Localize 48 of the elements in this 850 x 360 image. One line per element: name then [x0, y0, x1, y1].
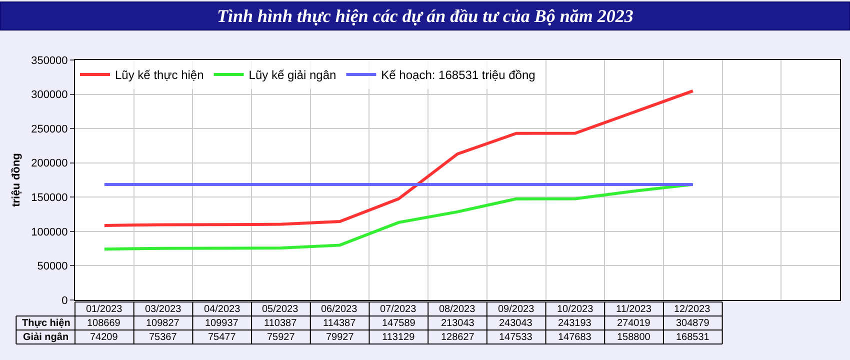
data-label: 147533 [499, 332, 533, 343]
x-tick-label: 07/2023 [380, 304, 417, 315]
data-label: 114387 [323, 318, 356, 329]
y-tick-label: 250000 [31, 123, 68, 136]
y-tick-label: 0 [62, 294, 68, 307]
data-label: 147683 [558, 332, 592, 343]
data-label: 168531 [676, 332, 710, 343]
y-tick-label: 350000 [31, 54, 68, 67]
y-axis-title: triệu đồng [10, 153, 23, 207]
x-tick-label: 09/2023 [498, 304, 535, 315]
x-tick-label: 03/2023 [145, 304, 182, 315]
data-label: 75367 [149, 332, 178, 343]
data-label: 75927 [267, 332, 296, 343]
data-label: 110387 [264, 318, 298, 329]
y-tick-label: 200000 [31, 158, 68, 170]
x-tick-label: 11/2023 [616, 304, 652, 315]
x-tick-label: 06/2023 [321, 304, 358, 315]
legend-label: Lũy kế giải ngân [248, 68, 336, 82]
x-tick-label: 12/2023 [674, 304, 711, 315]
data-label: 147589 [382, 318, 416, 329]
data-label: 243193 [558, 318, 592, 329]
legend-label: Kế hoạch: 168531 triệu đồng [381, 68, 536, 82]
x-tick-label: 04/2023 [204, 304, 241, 315]
data-label: 79927 [326, 332, 354, 343]
data-label: 128627 [441, 332, 475, 343]
text: Giải ngân [23, 332, 69, 343]
data-label: 243043 [499, 318, 533, 329]
data-label: 213043 [441, 318, 475, 329]
y-tick-label: 50000 [37, 260, 68, 273]
data-label: 274019 [617, 318, 651, 329]
x-tick-label: 05/2023 [262, 304, 299, 315]
data-label: 158800 [617, 332, 651, 343]
x-tick-label: 10/2023 [557, 304, 594, 315]
data-label: 304879 [676, 318, 710, 329]
y-tick-label: 100000 [31, 226, 68, 238]
x-tick-label: 01/2023 [86, 304, 123, 315]
data-label: 108669 [87, 318, 121, 329]
y-tick-label: 300000 [31, 89, 68, 102]
text: Thực hiện [22, 318, 70, 329]
data-label: 75477 [208, 332, 236, 343]
chart-title: Tình hình thực hiện các dự án đầu tư của Bộ năm 2023 [217, 6, 634, 26]
legend-label: Lũy kế thực hiện [115, 68, 204, 82]
data-label: 109937 [205, 318, 239, 329]
y-tick-label: 150000 [31, 192, 68, 204]
data-label: 109827 [146, 318, 180, 329]
data-label: 113129 [382, 332, 416, 343]
x-tick-label: 08/2023 [439, 304, 476, 315]
data-label: 74209 [90, 332, 118, 343]
